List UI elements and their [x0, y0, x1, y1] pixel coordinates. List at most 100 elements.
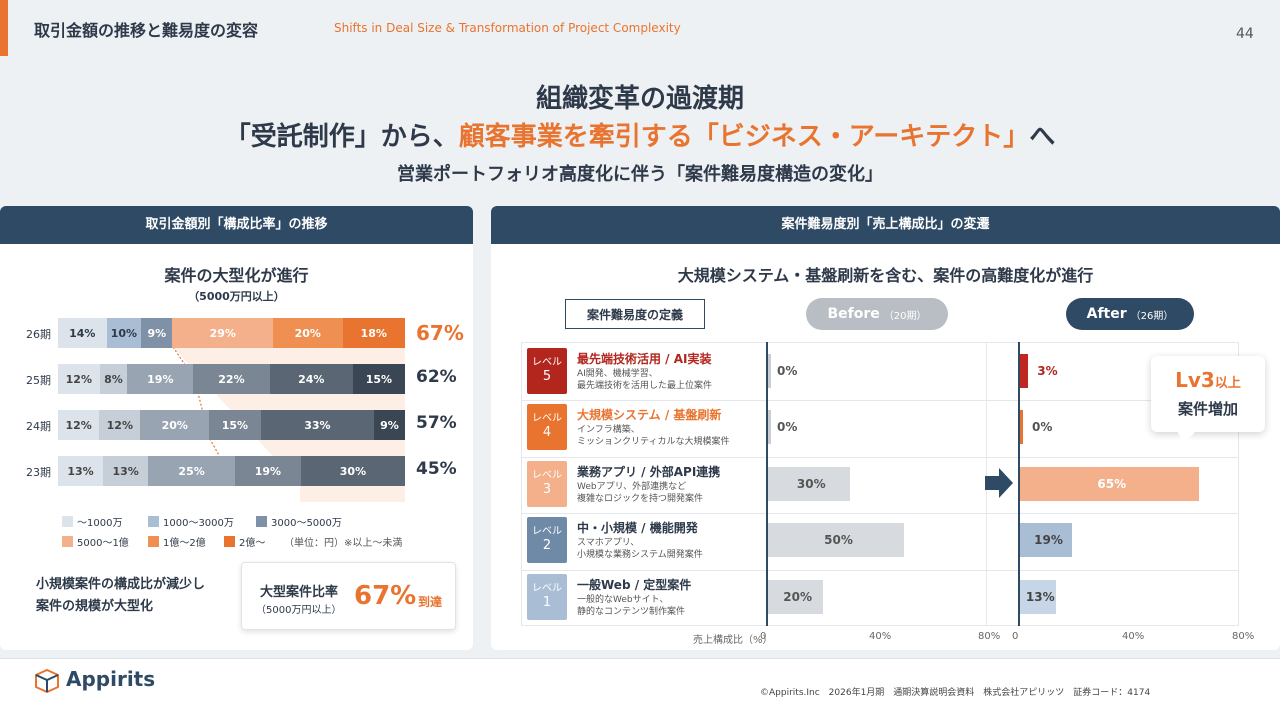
stacked-bar: 12% 8% 19% 22% 24% 15%	[58, 364, 405, 394]
arrow-right-icon	[985, 468, 1013, 498]
after-value: 13%	[1025, 590, 1055, 604]
bar-segment: 15%	[209, 410, 261, 440]
legend-label: 〜1000万	[77, 518, 123, 529]
definition-label: 案件難易度の定義	[565, 299, 705, 329]
share-boundary-line	[172, 346, 237, 487]
summary-text: 小規模案件の構成比が減少し 案件の規模が大型化	[36, 577, 206, 614]
header-title-en: Shifts in Deal Size & Transformation of …	[334, 21, 681, 35]
bar-segment: 33%	[260, 410, 375, 440]
level-desc: スマホアプリ、	[577, 538, 640, 548]
level-badge: レベル 3	[527, 461, 567, 507]
level-number: 1	[542, 595, 552, 610]
level-badge: レベル 2	[527, 517, 567, 563]
level-tag: レベル	[532, 357, 562, 368]
level-title: 最先端技術活用 / AI実装	[577, 352, 712, 366]
row-divider	[521, 570, 1239, 571]
legend-label: 1000〜3000万	[163, 518, 234, 529]
bar-segment: 25%	[148, 456, 235, 486]
bar-segment: 12%	[58, 364, 100, 394]
header-accent-bar	[0, 0, 8, 56]
bar-segment: 24%	[269, 364, 353, 394]
bar-segment: 13%	[58, 456, 104, 486]
after-bar	[1020, 410, 1023, 444]
after-bar	[1020, 580, 1056, 614]
deal-size-panel-header: 取引金額別「構成比率」の推移	[0, 206, 473, 244]
row-label: 26期	[26, 328, 51, 341]
brand-logo: Appirits	[66, 667, 156, 691]
level-tag: レベル	[532, 526, 562, 537]
bar-segment: 9%	[141, 318, 173, 348]
complexity-subtitle: 大規模システム・基盤刷新を含む、案件の高難度化が進行	[677, 266, 1094, 285]
legend-swatch	[62, 516, 73, 527]
axis-tick: 0	[760, 631, 767, 642]
row-total: 62%	[416, 367, 457, 387]
legend-swatch	[148, 536, 159, 547]
bubble-line2: 案件増加	[1177, 400, 1238, 418]
after-value: 19%	[1034, 533, 1063, 547]
after-pill: After （26期）	[1066, 298, 1194, 330]
row-label: 25期	[26, 374, 51, 387]
row-divider	[521, 457, 1239, 458]
callout-sub: （5000万円以上）	[256, 605, 342, 616]
row-label: 23期	[26, 466, 51, 479]
bar-segment: 20%	[273, 318, 343, 348]
level-number: 2	[542, 538, 552, 553]
legend-item: 1億〜2億	[148, 534, 206, 549]
bubble-small: 以上	[1214, 376, 1241, 391]
before-value: 20%	[783, 590, 812, 604]
level-title: 中・小規模 / 機能開発	[577, 521, 698, 535]
before-bar	[768, 354, 771, 388]
legend-label: 2億〜	[239, 538, 266, 549]
level-badge: レベル 4	[527, 404, 567, 450]
before-value: 0%	[777, 420, 798, 434]
row-divider	[521, 513, 1239, 514]
level-desc: AI開発、機械学習、	[577, 369, 658, 379]
page-number: 44	[1236, 26, 1254, 42]
before-bar	[768, 580, 823, 614]
level-desc: 複雑なロジックを持つ開発案件	[577, 494, 704, 504]
legend-item: 2億〜	[224, 534, 265, 549]
level-desc: インフラ構築、	[577, 425, 640, 435]
bar-segment: 10%	[106, 318, 142, 348]
legend-swatch	[62, 536, 73, 547]
highlight-phrase: 顧客事業を牽引する「ビジネス・アーキテクト」	[458, 122, 1030, 152]
bar-segment: 20%	[140, 410, 210, 440]
after-value: 65%	[1097, 477, 1127, 491]
level-tag: レベル	[532, 583, 562, 594]
legend-swatch	[224, 536, 235, 547]
increase-bubble: Lv3以上 案件増加	[1151, 356, 1265, 444]
large-deal-callout: 大型案件比率 （5000万円以上） 67% 到達	[241, 562, 456, 630]
callout-value: 67%	[354, 581, 417, 611]
axis-tick: 0	[1012, 631, 1019, 642]
before-bar	[768, 467, 850, 501]
levels-table	[521, 342, 1239, 626]
after-bar	[1020, 523, 1073, 557]
bar-segment: 8%	[99, 364, 128, 394]
stacked-bar: 14% 10% 9% 29% 20% 18%	[58, 318, 405, 348]
legend-note: （単位：円）※以上〜未満	[284, 538, 403, 549]
cube-logo-icon	[34, 668, 60, 694]
level-desc: 一般的なWebサイト、	[577, 595, 669, 605]
deal-size-subtitle: 案件の大型化が進行	[164, 266, 309, 285]
callout-label: 大型案件比率	[260, 585, 339, 600]
level-desc: 小規模な業務システム開発案件	[577, 550, 703, 560]
copyright: ©Appirits.Inc 2026年1月期 通期決算説明会資料 株式会社アピリ…	[760, 688, 1151, 698]
stacked-bar: 12% 12% 20% 15% 33% 9%	[58, 410, 405, 440]
after-value: 3%	[1037, 364, 1058, 378]
deal-size-panel: 取引金額別「構成比率」の推移 案件の大型化が進行 （5000万円以上） 26期 1…	[0, 206, 473, 650]
row-label: 24期	[26, 420, 51, 433]
level-badge: レベル 5	[527, 348, 567, 394]
main-subtitle: 営業ポートフォリオ高度化に伴う「案件難易度構造の変化」	[397, 164, 883, 185]
level-desc: 最先端技術を活用した最上位案件	[577, 381, 713, 391]
bar-segment: 19%	[127, 364, 194, 394]
bar-segment: 19%	[234, 456, 301, 486]
bar-segment: 29%	[172, 318, 274, 348]
axis-tick: 80%	[1232, 631, 1255, 642]
before-axis	[766, 342, 768, 626]
row-total: 67%	[416, 321, 464, 345]
footer: Appirits ©Appirits.Inc 2026年1月期 通期決算説明会資…	[0, 658, 1280, 719]
axis-tick: 80%	[978, 631, 1001, 642]
bar-segment: 22%	[193, 364, 270, 394]
legend-label: 1億〜2億	[163, 538, 206, 549]
bar-segment: 15%	[352, 364, 405, 394]
